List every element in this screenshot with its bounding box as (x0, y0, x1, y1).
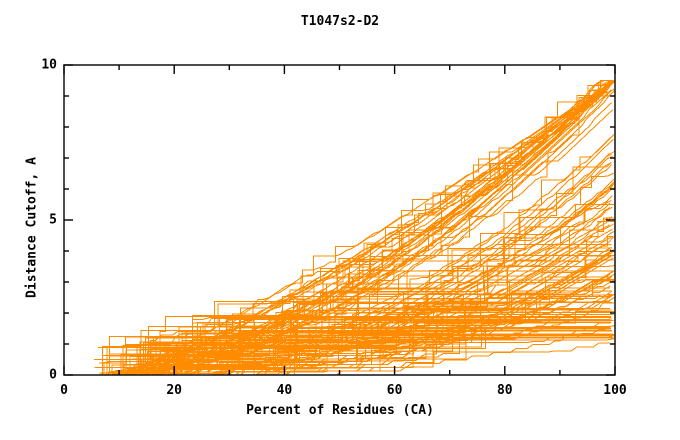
y-tick-label: 10 (41, 57, 57, 73)
x-tick-label: 40 (276, 383, 293, 398)
x-tick-label: 80 (496, 383, 513, 398)
axis-ticks (63, 64, 616, 376)
x-tick-label: 60 (386, 383, 403, 398)
data-curves (93, 79, 615, 375)
y-axis-title: Distance Cutoff, A (24, 157, 40, 298)
x-axis-title: Percent of Residues (CA) (246, 403, 434, 418)
y-tick-label: 0 (49, 367, 57, 383)
page-title: T1047s2-D2 (300, 14, 380, 29)
y-tick-label: 5 (49, 212, 57, 228)
x-tick-label: 100 (603, 383, 627, 398)
x-tick-label: 0 (60, 383, 68, 398)
x-tick-label: 20 (166, 383, 183, 398)
